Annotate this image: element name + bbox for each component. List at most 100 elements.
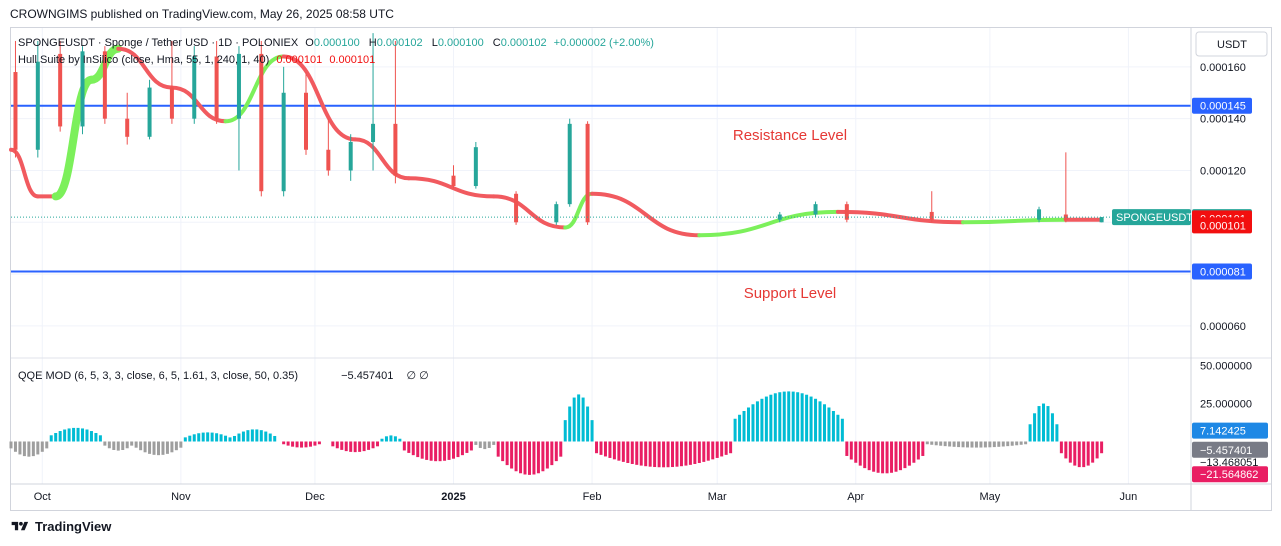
price-tick: 0.000140 (1200, 114, 1246, 126)
qqe-bar (478, 441, 482, 448)
qqe-bar (1055, 424, 1059, 442)
qqe-bar (925, 441, 929, 445)
qqe-bar (881, 441, 885, 474)
qqe-histogram (9, 391, 1104, 475)
qqe-legend[interactable]: QQE MOD (6, 5, 3, 3, close, 6, 5, 1.61, … (18, 370, 429, 382)
qqe-bar (67, 428, 71, 442)
qqe-bar (581, 397, 585, 442)
qqe-bar (751, 404, 755, 442)
qqe-bar (1042, 403, 1045, 442)
qqe-bar (474, 441, 478, 445)
qqe-bar (943, 441, 947, 447)
resistance-label: Resistance Level (733, 127, 847, 144)
qqe-bar (367, 441, 371, 450)
candle-body (585, 123, 590, 223)
qqe-bar (125, 441, 129, 449)
candle-body (1063, 214, 1068, 220)
indicator-title: Hull Suite by InSilico (close, Hma, 55, … (18, 54, 269, 66)
qqe-bar (952, 441, 956, 447)
candle-body (929, 211, 934, 220)
qqe-bar (1015, 441, 1019, 446)
candle-body (844, 204, 849, 220)
qqe-bar (487, 441, 491, 448)
candle-body (13, 72, 18, 150)
qqe-flags: ∅ ∅ (406, 370, 428, 382)
qqe-bar (671, 441, 675, 468)
qqe-bar (1064, 441, 1068, 459)
price-axis-ticks[interactable]: 0.000160 0.000140 0.000120 0.000060 (1200, 62, 1246, 333)
qqe-bar (715, 441, 719, 458)
hull-segment (590, 191, 702, 238)
high-label: H (369, 37, 377, 49)
qqe-bar (612, 441, 616, 460)
tradingview-logo[interactable]: TradingView (10, 519, 111, 534)
qqe-bar (116, 441, 120, 451)
qqe-bar (152, 441, 156, 455)
hull-segment (116, 46, 174, 90)
qqe-bar (31, 441, 35, 457)
qqe-bar (617, 441, 621, 461)
qqe-bar (867, 441, 871, 471)
indicator-legend[interactable]: Hull Suite by InSilico (close, Hma, 55, … (18, 54, 375, 66)
price-label-box (1192, 97, 1252, 114)
qqe-bar (255, 429, 259, 442)
qqe-bar (787, 391, 791, 442)
tradingview-logo-text: TradingView (35, 519, 112, 534)
time-axis-labels[interactable]: Oct Nov Dec 2025 Feb Mar Apr May Jun (34, 491, 1138, 503)
qqe-bar (724, 441, 728, 455)
qqe-bar (747, 407, 750, 442)
candle-body (326, 149, 331, 171)
hull-segment (169, 85, 228, 124)
qqe-bar (1091, 441, 1095, 463)
level-lines[interactable] (11, 104, 1191, 273)
qqe-bar (863, 441, 867, 469)
qqe-bar (340, 441, 344, 450)
qqe-tick: 50.000000 (1200, 361, 1252, 373)
qqe-bar (40, 441, 44, 452)
qqe-bar (501, 441, 505, 462)
qqe-bar (930, 441, 934, 445)
qqe-label-box (1192, 441, 1268, 458)
price-axis-labels: 0.0001450.000102SPONGEUSDT0.0001010.0001… (1112, 97, 1252, 280)
qqe-bar (550, 441, 554, 466)
qqe-bar (554, 441, 558, 462)
qqe-bar (139, 441, 143, 451)
qqe-bar (1010, 441, 1014, 446)
currency-button[interactable] (1195, 31, 1268, 57)
qqe-bar (483, 441, 487, 450)
candle-body (567, 123, 572, 205)
qqe-bar (545, 441, 549, 469)
qqe-bar (389, 435, 393, 442)
price-label: 0.000081 (1200, 267, 1246, 279)
symbol-title: SPONGEUSDT · Sponge / Tether USD · 1D · … (18, 37, 299, 49)
qqe-bar (434, 441, 438, 462)
hull-segment (51, 75, 96, 201)
qqe-bar (890, 441, 894, 473)
qqe-bar (532, 441, 536, 475)
qqe-bar (742, 410, 746, 442)
qqe-label: 7.142425 (1200, 426, 1246, 438)
qqe-bar (331, 441, 335, 447)
qqe-label-box (1192, 466, 1268, 483)
qqe-bar (250, 429, 254, 442)
qqe-bar (697, 441, 701, 463)
qqe-bar (608, 441, 612, 458)
qqe-bar (523, 441, 527, 475)
qqe-tick: 25.000000 (1200, 399, 1252, 411)
candle-body (214, 56, 219, 119)
qqe-tick: −13.468051 (1200, 457, 1258, 469)
symbol-tag-box (1112, 209, 1191, 226)
symbol-legend[interactable]: SPONGEUSDT · Sponge / Tether USD · 1D · … (18, 37, 654, 49)
support-label: Support Level (744, 285, 837, 302)
qqe-bar (568, 406, 572, 442)
qqe-bar (559, 441, 563, 457)
candle-body (1037, 209, 1042, 220)
qqe-bar (983, 441, 987, 448)
qqe-bar (760, 398, 764, 442)
qqe-bar (456, 441, 460, 458)
qqe-bar (939, 441, 943, 446)
qqe-bar (425, 441, 429, 460)
hull-segment (697, 209, 840, 238)
qqe-bar (536, 441, 540, 474)
